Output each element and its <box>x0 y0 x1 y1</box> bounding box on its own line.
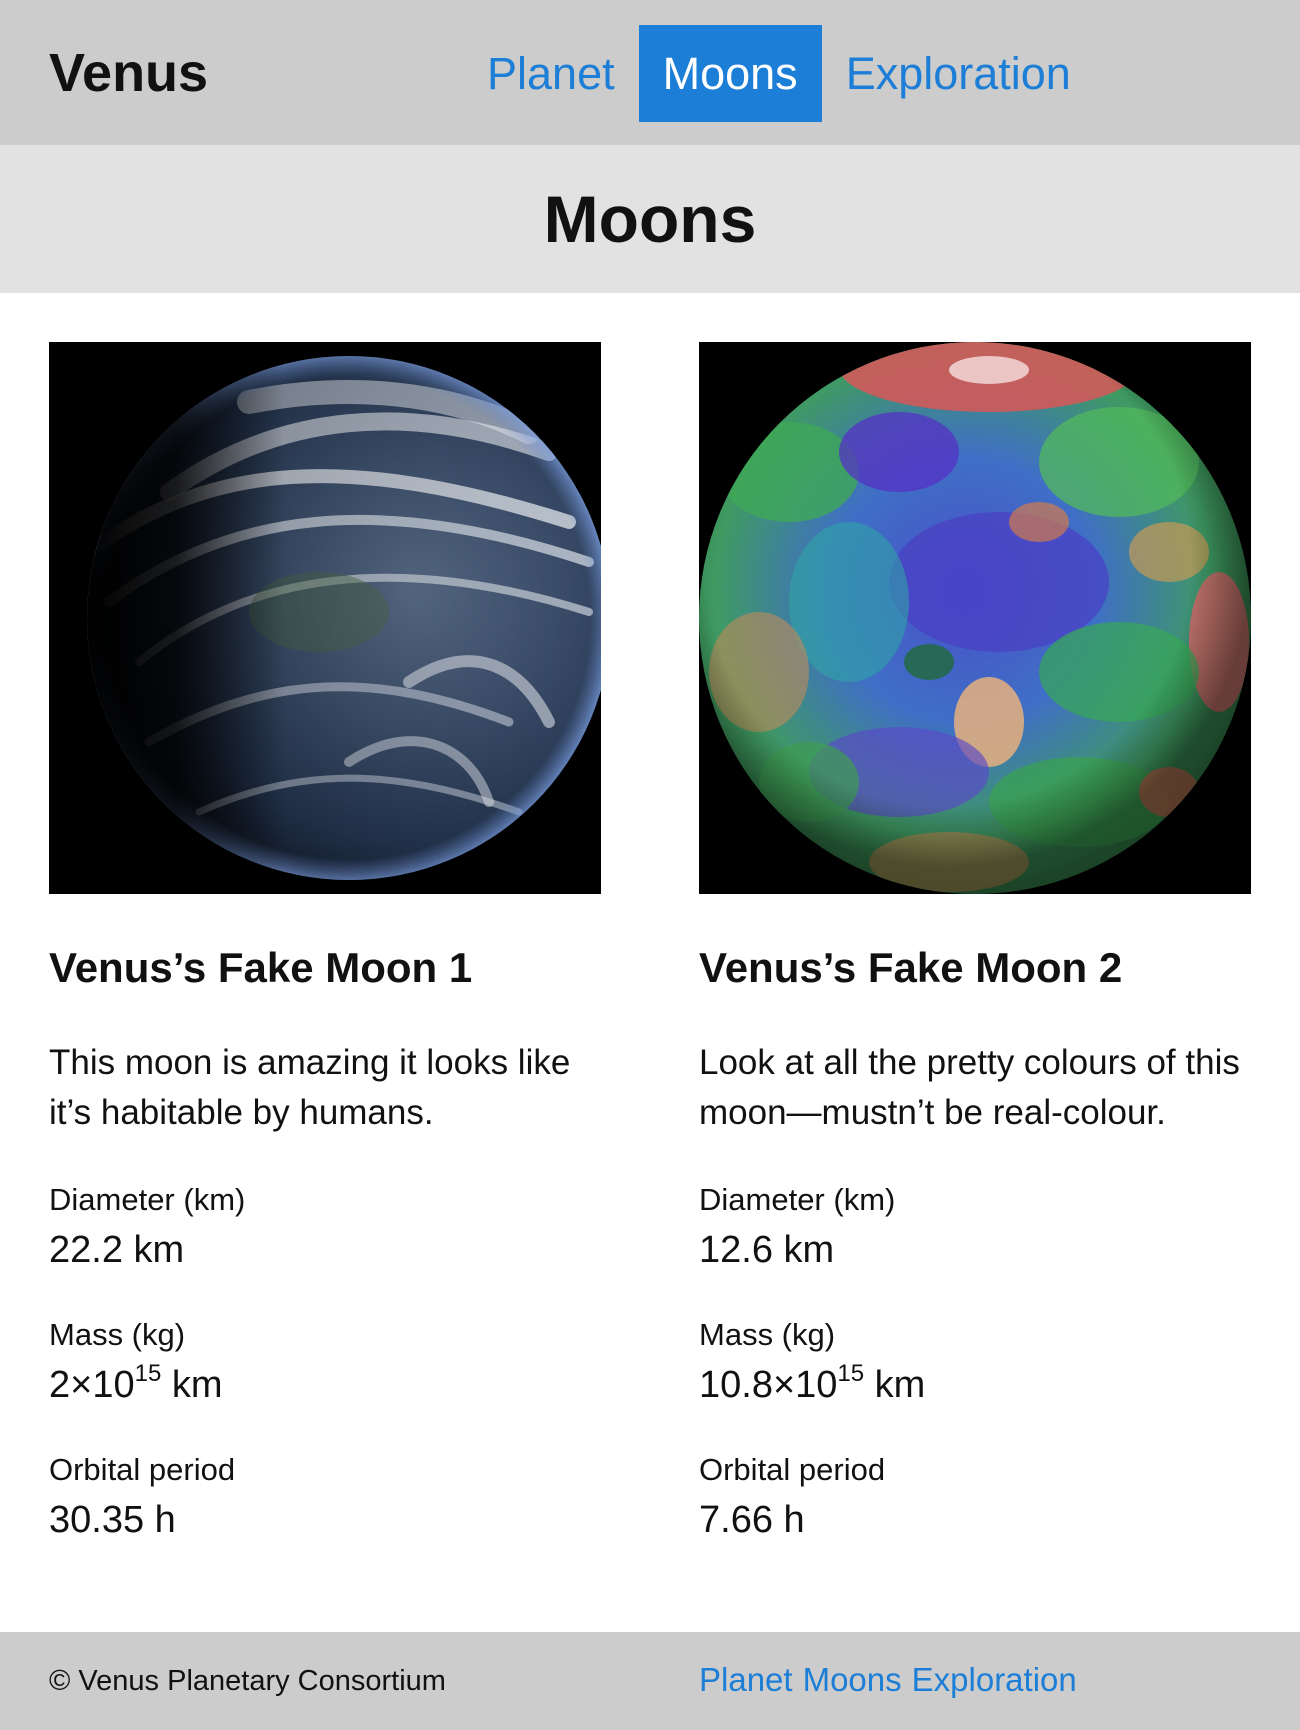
false-colour-moon-image <box>699 342 1251 894</box>
footer-nav: Planet Moons Exploration <box>699 1660 1077 1700</box>
mass-stat: Mass (kg) 10.8×1015 km <box>699 1316 1251 1408</box>
nav-link-moons[interactable]: Moons <box>638 25 822 122</box>
mass-unit: km <box>161 1364 223 1406</box>
mass-value: 10.8×1015 km <box>699 1362 1251 1408</box>
earth-like-moon-image <box>49 342 601 894</box>
moon-description: This moon is amazing it looks like it’s … <box>49 1043 571 1132</box>
site-logo[interactable]: Venus <box>49 43 209 103</box>
diameter-value: 22.2 km <box>49 1229 185 1271</box>
moon-description: Look at all the pretty colours of this m… <box>699 1043 1240 1132</box>
diameter-stat: Diameter (km) 12.6 km <box>699 1181 1251 1273</box>
diameter-stat: Diameter (km) 22.2 km <box>49 1181 601 1273</box>
moon-card-2: Venus’s Fake Moon 2 Look at all the pret… <box>699 342 1251 1543</box>
nav-link-planet[interactable]: Planet <box>487 47 615 99</box>
mass-stat: Mass (kg) 2×1015 km <box>49 1316 601 1408</box>
orbital-period-value: 30.35 h <box>49 1499 176 1541</box>
diameter-value: 12.6 km <box>699 1229 835 1271</box>
mass-value: 2×1015 km <box>49 1362 601 1408</box>
footer-link-planet[interactable]: Planet <box>699 1661 793 1698</box>
orbital-period-stat: Orbital period 7.66 h <box>699 1451 1251 1543</box>
moon-name: Venus’s Fake Moon 1 <box>49 944 473 991</box>
orbital-period-stat: Orbital period 30.35 h <box>49 1451 601 1543</box>
mass-exponent: 15 <box>134 1360 162 1388</box>
mass-unit: km <box>864 1364 926 1406</box>
mass-label: Mass (kg) <box>699 1317 836 1352</box>
page-title: Moons <box>543 182 757 256</box>
diameter-label: Diameter (km) <box>699 1182 896 1217</box>
orbital-period-label: Orbital period <box>49 1452 236 1487</box>
orbital-period-label: Orbital period <box>699 1452 886 1487</box>
orbital-period-value: 7.66 h <box>699 1499 805 1541</box>
footer-link-moons[interactable]: Moons <box>802 1661 902 1698</box>
main-nav: Planet Moons Exploration <box>463 25 1095 122</box>
mass-base: 10.8×10 <box>699 1364 838 1406</box>
moon-card-1: Venus’s Fake Moon 1 This moon is amazing… <box>49 342 601 1543</box>
diameter-label: Diameter (km) <box>49 1182 246 1217</box>
nav-link-exploration[interactable]: Exploration <box>845 47 1071 99</box>
site-footer: © Venus Planetary Consortium Planet Moon… <box>0 1632 1300 1730</box>
copyright-text: © Venus Planetary Consortium <box>49 1665 446 1697</box>
moon-name: Venus’s Fake Moon 2 <box>699 944 1123 991</box>
site-header: Venus Planet Moons Exploration <box>0 0 1300 145</box>
mass-exponent: 15 <box>837 1360 865 1388</box>
mass-base: 2×10 <box>49 1364 135 1406</box>
footer-link-exploration[interactable]: Exploration <box>911 1661 1077 1698</box>
title-band: Moons <box>0 145 1300 293</box>
mass-label: Mass (kg) <box>49 1317 186 1352</box>
